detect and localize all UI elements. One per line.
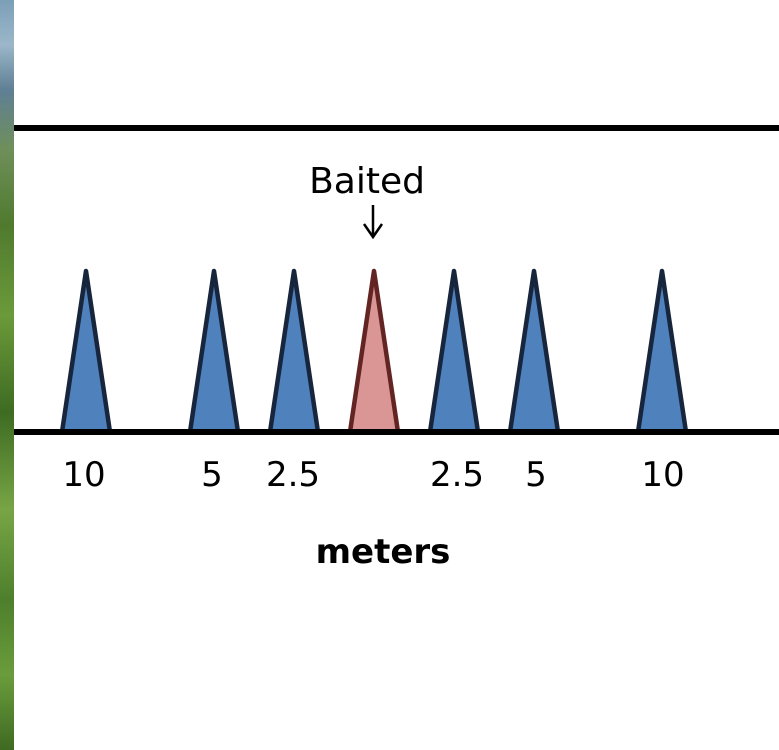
distance-label: 10 — [641, 455, 684, 495]
trap-triangle — [507, 268, 561, 435]
trap-triangle — [187, 268, 241, 435]
trap-triangle — [427, 268, 481, 435]
grass-background-strip — [0, 0, 14, 750]
trap-triangle — [59, 268, 113, 435]
meters-axis-label: meters — [316, 532, 451, 572]
trap-triangle — [267, 268, 321, 435]
baited-arrow-icon — [362, 205, 384, 240]
baited-label: Baited — [309, 161, 425, 202]
trap-triangle — [635, 268, 689, 435]
distance-label: 5 — [201, 455, 223, 495]
distance-label: 10 — [62, 455, 105, 495]
distance-label: 2.5 — [266, 455, 320, 495]
baited-trap-triangle — [347, 268, 401, 435]
distance-label: 2.5 — [430, 455, 484, 495]
trap-row — [59, 268, 689, 435]
distance-labels: 10 5 2.5 2.5 5 10 — [62, 455, 684, 495]
distance-label: 5 — [525, 455, 547, 495]
